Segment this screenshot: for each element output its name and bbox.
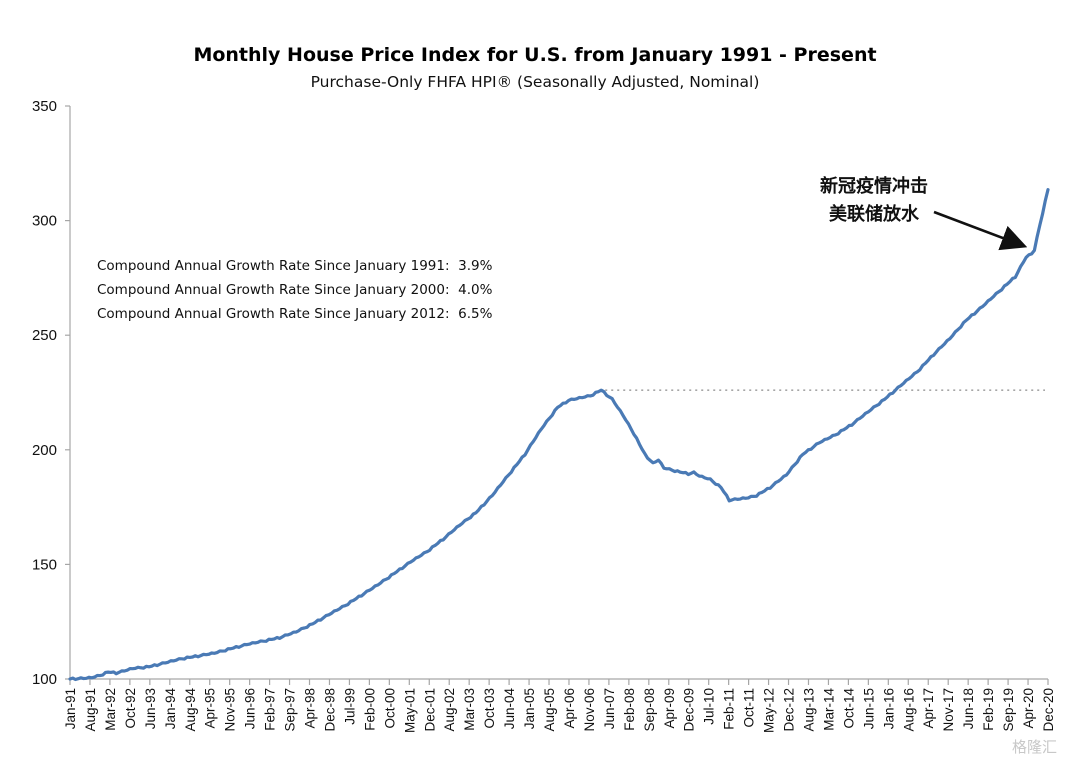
x-tick-label: Sep-19 (1001, 688, 1016, 732)
y-tick-label: 100 (32, 671, 57, 688)
cagr-since-2012: Compound Annual Growth Rate Since Januar… (97, 306, 493, 322)
x-tick-label: Nov-17 (941, 688, 956, 732)
x-tick-label: Feb-19 (981, 688, 996, 731)
annotation-arrow-icon (933, 210, 1028, 251)
x-tick-label: Jun-04 (502, 688, 517, 730)
x-tick-label: Aug-94 (183, 688, 198, 732)
x-tick-label: Apr-06 (562, 688, 577, 729)
x-tick-label: Dec-09 (682, 688, 697, 732)
x-tick-label: Feb-97 (263, 688, 278, 731)
watermark: 格隆汇 (1012, 738, 1057, 756)
x-tick-label: Jun-07 (602, 688, 617, 729)
x-tick-label: May-01 (402, 688, 417, 733)
cagr-since-1991: Compound Annual Growth Rate Since Januar… (97, 258, 493, 274)
covid-annotation: 新冠疫情冲击 美联储放水 (820, 175, 1028, 251)
x-tick-label: Oct-11 (742, 688, 757, 728)
x-tick-label: Apr-20 (1021, 688, 1036, 729)
x-tick-label: Jun-15 (861, 688, 876, 729)
x-tick-label: Nov-06 (582, 688, 597, 732)
x-tick-label: Sep-08 (642, 688, 657, 732)
chart-subtitle: Purchase-Only FHFA HPI® (Seasonally Adju… (311, 73, 760, 91)
x-tick-label: Jun-96 (243, 688, 258, 729)
x-tick-label: Dec-98 (322, 688, 337, 732)
x-tick-label: Mar-14 (821, 688, 836, 731)
x-tick-label: Jun-18 (961, 688, 976, 729)
y-tick-label: 200 (32, 442, 57, 459)
y-axis-ticks: 100 150 200 250 300 350 (32, 98, 70, 688)
x-tick-label: Jan-05 (522, 688, 537, 729)
x-tick-label: Jul-10 (702, 688, 717, 725)
x-tick-label: Mar-92 (103, 688, 118, 731)
chart-title: Monthly House Price Index for U.S. from … (193, 44, 876, 66)
x-tick-label: Nov-95 (223, 688, 238, 732)
axes: 100 150 200 250 300 350 Jan-91 Aug-91 Mar-92 Oct… (32, 98, 1056, 733)
y-tick-label: 250 (32, 327, 57, 344)
x-tick-label: Jan-91 (63, 688, 78, 729)
x-tick-label: Mar-03 (462, 688, 477, 731)
y-tick-label: 350 (32, 98, 57, 115)
x-tick-label: Oct-14 (841, 688, 856, 729)
x-tick-label: Aug-16 (901, 688, 916, 732)
x-tick-label: Apr-95 (203, 688, 218, 729)
x-tick-label: Oct-92 (123, 688, 138, 729)
y-tick-label: 150 (32, 556, 57, 573)
x-tick-label: Feb-11 (722, 688, 737, 730)
x-axis-ticks: Jan-91 Aug-91 Mar-92 Oct-92 Jun-93 Jan-94 Aug-… (63, 679, 1056, 733)
x-tick-label: Feb-00 (362, 688, 377, 731)
x-tick-label: Jul-99 (342, 688, 357, 725)
hpi-series-line (68, 188, 1050, 682)
x-tick-label: Sep-97 (283, 688, 298, 732)
x-tick-label: Jan-94 (163, 688, 178, 730)
x-tick-label: Apr-09 (662, 688, 677, 729)
x-tick-label: Oct-00 (382, 688, 397, 729)
x-tick-label: Jan-16 (881, 688, 896, 729)
x-tick-label: Jun-93 (143, 688, 158, 729)
x-tick-label: May-12 (762, 688, 777, 733)
x-tick-label: Aug-91 (83, 688, 98, 732)
x-tick-label: Dec-12 (782, 688, 797, 732)
x-tick-label: Oct-03 (482, 688, 497, 729)
x-tick-label: Apr-98 (303, 688, 318, 729)
x-tick-label: Apr-17 (921, 688, 936, 729)
x-tick-label: Dec-01 (422, 688, 437, 732)
y-tick-label: 300 (32, 213, 57, 230)
x-tick-label: Aug-05 (542, 688, 557, 732)
x-tick-label: Aug-13 (801, 688, 816, 732)
covid-annotation-line-2: 美联储放水 (829, 203, 920, 225)
cagr-annotation: Compound Annual Growth Rate Since Januar… (97, 258, 493, 322)
cagr-since-2000: Compound Annual Growth Rate Since Januar… (97, 282, 493, 298)
x-tick-label: Aug-02 (442, 688, 457, 732)
x-tick-label: Feb-08 (622, 688, 637, 731)
x-tick-label: Dec-20 (1041, 688, 1056, 732)
covid-annotation-line-1: 新冠疫情冲击 (820, 175, 928, 197)
